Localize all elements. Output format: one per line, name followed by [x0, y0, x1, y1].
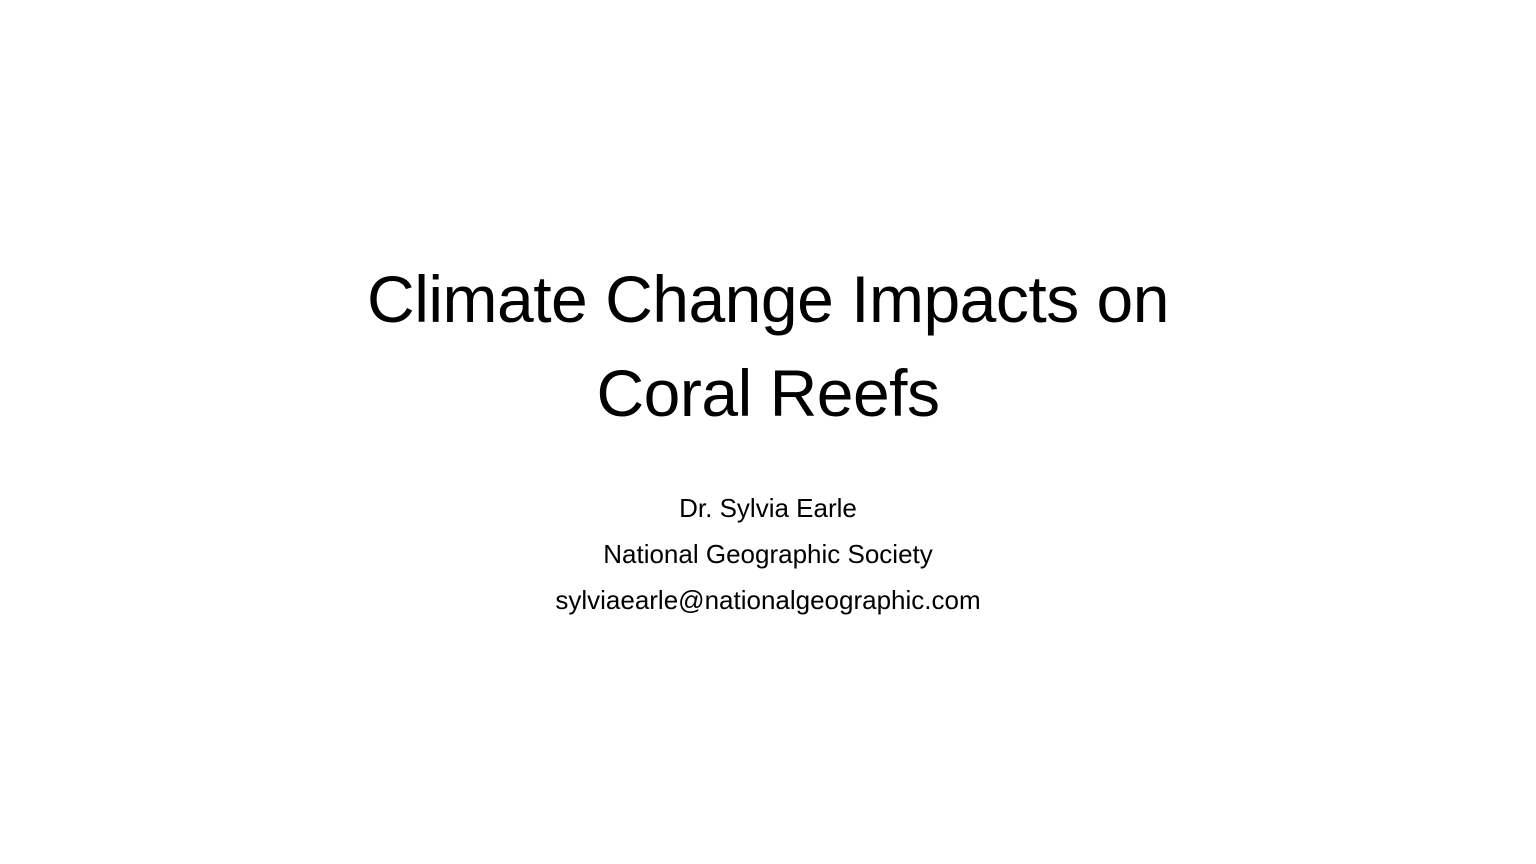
organization-name: National Geographic Society — [603, 539, 933, 569]
slide-subtitle: Dr. Sylvia Earle National Geographic Soc… — [0, 485, 1536, 623]
title-line-2: Coral Reefs — [596, 356, 940, 430]
author-name: Dr. Sylvia Earle — [679, 493, 857, 523]
email-address: sylviaearle@nationalgeographic.com — [555, 585, 981, 615]
title-line-1: Climate Change Impacts on — [367, 262, 1169, 336]
slide-title: Climate Change Impacts on Coral Reefs — [0, 252, 1536, 440]
